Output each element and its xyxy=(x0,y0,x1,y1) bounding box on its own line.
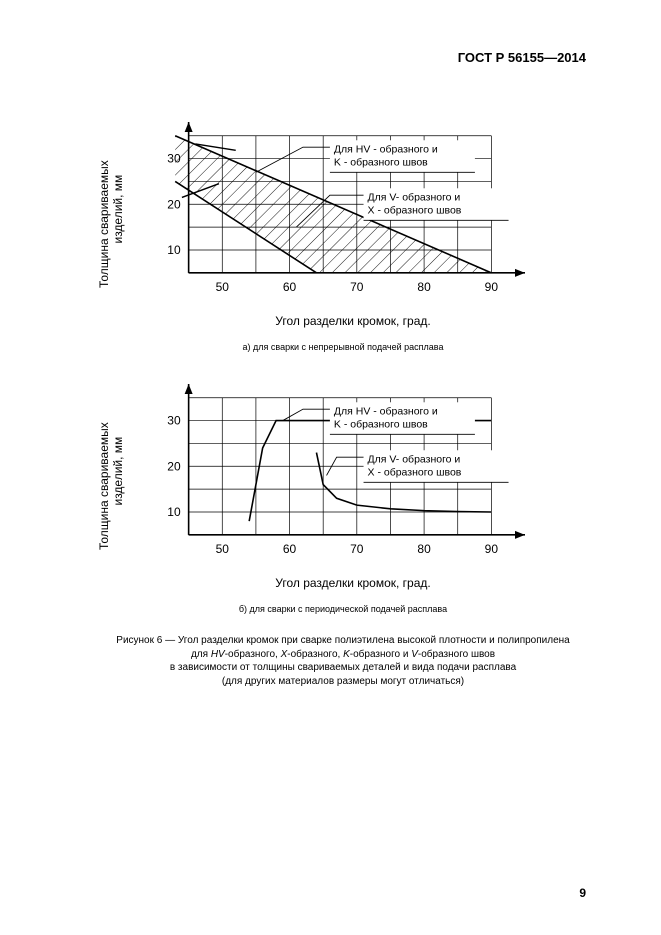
svg-text:10: 10 xyxy=(167,505,181,519)
svg-text:Для V- образного и: Для V- образного и xyxy=(368,191,461,203)
svg-text:70: 70 xyxy=(350,280,364,294)
chart-a-svg: 5060708090102030Для HV - образного и K -… xyxy=(100,110,540,310)
svg-text:80: 80 xyxy=(417,542,431,556)
svg-text:Для HV - образного и: Для HV - образного и xyxy=(334,405,438,417)
svg-text:90: 90 xyxy=(485,280,499,294)
svg-text:30: 30 xyxy=(167,414,181,428)
svg-text:50: 50 xyxy=(216,280,230,294)
chart-b-xlabel: Угол разделки кромок, град. xyxy=(85,576,601,590)
svg-text:K - образного швов: K - образного швов xyxy=(334,156,428,168)
svg-text:Для V- образного и: Для V- образного и xyxy=(368,453,461,465)
svg-text:50: 50 xyxy=(216,542,230,556)
svg-text:Для HV - образного и: Для HV - образного и xyxy=(334,143,438,155)
svg-text:X - образного швов: X - образного швов xyxy=(368,466,462,478)
caption-line4: (для других материалов размеры могут отл… xyxy=(85,675,601,689)
svg-text:90: 90 xyxy=(485,542,499,556)
chart-a: Толщина свариваемых изделий, мм 50 60 70 80… xyxy=(85,110,601,352)
chart-b-subcaption: б) для сварки с периодической подачей ра… xyxy=(85,604,601,614)
figure-caption: Рисунок 6 — Угол разделки кромок при сва… xyxy=(85,634,601,688)
caption-line2: для HV-образного, X-образного, K-образно… xyxy=(85,648,601,662)
caption-line3: в зависимости от толщины свариваемых дет… xyxy=(85,661,601,675)
svg-text:60: 60 xyxy=(283,542,297,556)
svg-text:60: 60 xyxy=(283,280,297,294)
svg-text:10: 10 xyxy=(167,243,181,257)
chart-a-subcaption: а) для сварки с непрерывной подачей расп… xyxy=(85,342,601,352)
caption-line1: Рисунок 6 — Угол разделки кромок при сва… xyxy=(85,634,601,648)
chart-b: Толщина свариваемых изделий, мм 50 60 70 80… xyxy=(85,372,601,614)
chart-b-svg: 50 60 70 80 90 10 20 30 Для HV - образного и K -… xyxy=(100,372,540,572)
chart-a-xlabel: Угол разделки кромок, град. xyxy=(85,314,601,328)
svg-text:70: 70 xyxy=(350,542,364,556)
svg-text:X - образного швов: X - образного швов xyxy=(368,204,462,216)
svg-text:20: 20 xyxy=(167,459,181,473)
svg-text:80: 80 xyxy=(417,280,431,294)
svg-text:K - образного швов: K - образного швов xyxy=(334,418,428,430)
chart-b-ylabel: Толщина свариваемых изделий, мм xyxy=(97,422,125,550)
page-number: 9 xyxy=(579,886,586,900)
chart-a-ylabel: Толщина свариваемых изделий, мм xyxy=(97,160,125,288)
svg-text:20: 20 xyxy=(167,197,181,211)
doc-header: ГОСТ Р 56155—2014 xyxy=(458,50,586,65)
